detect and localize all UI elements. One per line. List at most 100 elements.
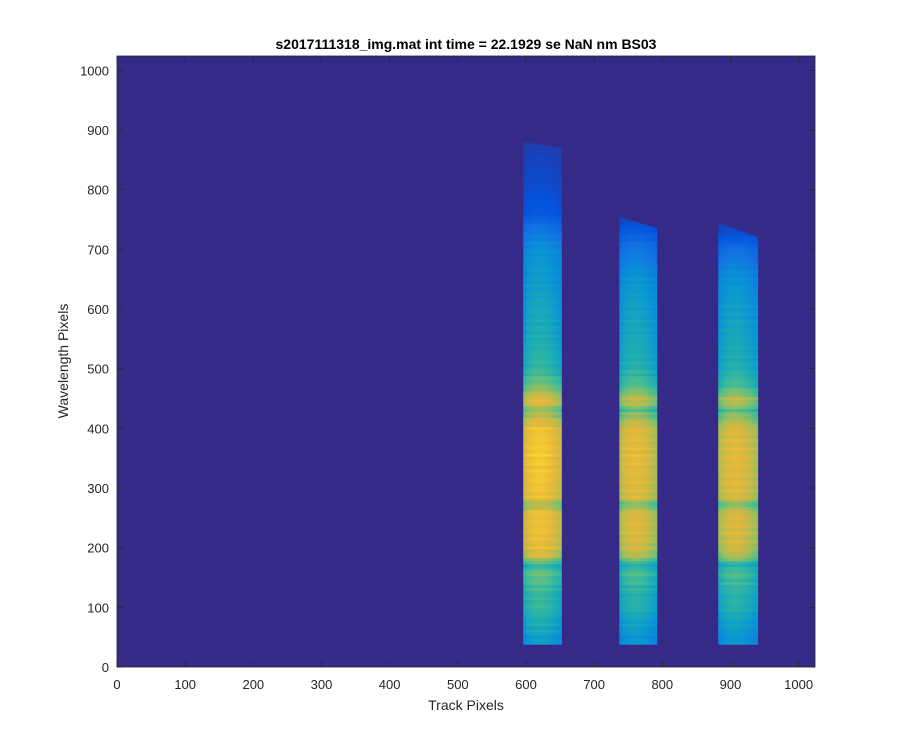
heatmap-cell bbox=[536, 441, 541, 445]
heatmap-cell bbox=[654, 492, 658, 496]
heatmap-cell bbox=[555, 265, 560, 269]
heatmap-cell bbox=[635, 566, 639, 571]
heatmap-cell bbox=[558, 441, 562, 445]
heatmap-cell bbox=[622, 492, 626, 496]
heatmap-cell bbox=[534, 247, 538, 251]
heatmap-cell bbox=[542, 560, 546, 565]
heatmap-cell bbox=[525, 143, 530, 147]
heatmap-cell bbox=[630, 316, 634, 320]
heatmap-cell bbox=[723, 238, 728, 242]
heatmap-cell bbox=[525, 217, 530, 222]
heatmap-cell bbox=[718, 638, 722, 642]
heatmap-cell bbox=[619, 301, 623, 305]
heatmap-cell bbox=[646, 372, 650, 377]
heatmap-cell bbox=[531, 351, 535, 356]
heatmap-cell bbox=[635, 572, 639, 577]
heatmap-cell bbox=[528, 202, 532, 207]
heatmap-cell bbox=[643, 363, 647, 368]
heatmap-cell bbox=[547, 432, 551, 436]
heatmap-cell bbox=[619, 411, 623, 415]
heatmap-cell bbox=[525, 450, 530, 454]
heatmap-cell bbox=[547, 513, 551, 517]
heatmap-cell bbox=[545, 149, 549, 153]
heatmap-cell bbox=[547, 620, 551, 624]
heatmap-cell bbox=[553, 602, 557, 606]
heatmap-cell bbox=[547, 414, 551, 418]
heatmap-cell bbox=[534, 164, 538, 168]
heatmap-cell bbox=[646, 584, 650, 589]
heatmap-cell bbox=[555, 220, 560, 225]
heatmap-cell bbox=[638, 384, 642, 389]
heatmap-cell bbox=[523, 193, 527, 198]
heatmap-cell bbox=[536, 614, 541, 618]
heatmap-cell bbox=[643, 602, 647, 606]
heatmap-cell bbox=[534, 510, 538, 514]
heatmap-cell bbox=[627, 638, 631, 642]
heatmap-cell bbox=[547, 301, 551, 305]
heatmap-cell bbox=[528, 178, 532, 183]
heatmap-cell bbox=[726, 393, 730, 398]
heatmap-cell bbox=[624, 510, 628, 514]
heatmap-cell bbox=[624, 328, 628, 332]
heatmap-cell bbox=[624, 238, 628, 242]
heatmap-cell bbox=[632, 486, 636, 490]
heatmap-cell bbox=[646, 366, 650, 371]
heatmap-cell bbox=[638, 542, 642, 547]
heatmap-cell bbox=[558, 378, 562, 383]
heatmap-cell bbox=[545, 226, 549, 231]
heatmap-cell bbox=[619, 384, 623, 389]
heatmap-cell bbox=[729, 519, 733, 523]
heatmap-cell bbox=[654, 375, 658, 380]
heatmap-cell bbox=[654, 614, 658, 618]
heatmap-cell bbox=[545, 295, 549, 299]
heatmap-cell bbox=[525, 161, 530, 165]
heatmap-cell bbox=[539, 453, 543, 457]
heatmap-cell bbox=[555, 456, 560, 460]
heatmap-cell bbox=[525, 417, 530, 421]
heatmap-cell bbox=[646, 232, 650, 236]
heatmap-cell bbox=[643, 551, 647, 556]
heatmap-cell bbox=[638, 372, 642, 377]
heatmap-cell bbox=[718, 435, 722, 439]
heatmap-cell bbox=[528, 486, 532, 490]
heatmap-cell bbox=[547, 498, 551, 502]
heatmap-cell bbox=[726, 495, 730, 499]
heatmap-cell bbox=[627, 453, 631, 457]
heatmap-cell bbox=[718, 551, 722, 556]
heatmap-cell bbox=[534, 208, 538, 213]
heatmap-cell bbox=[545, 486, 549, 490]
heatmap-cell bbox=[622, 304, 626, 308]
heatmap-cell bbox=[651, 459, 655, 463]
heatmap-cell bbox=[555, 444, 560, 448]
heatmap-cell bbox=[624, 617, 628, 621]
heatmap-cell bbox=[646, 250, 650, 254]
heatmap-cell bbox=[531, 169, 535, 174]
heatmap-cell bbox=[528, 548, 532, 553]
heatmap-cell bbox=[536, 304, 541, 308]
heatmap-cell bbox=[729, 602, 733, 606]
heatmap-cell bbox=[545, 635, 549, 639]
heatmap-cell bbox=[523, 432, 527, 436]
heatmap-cell bbox=[646, 393, 650, 398]
heatmap-cell bbox=[534, 611, 538, 615]
heatmap-cell bbox=[648, 492, 652, 496]
heatmap-cell bbox=[654, 343, 658, 347]
heatmap-cell bbox=[635, 605, 639, 609]
heatmap-cell bbox=[528, 554, 532, 559]
heatmap-cell bbox=[534, 381, 538, 386]
heatmap-cell bbox=[545, 575, 549, 580]
heatmap-cell bbox=[721, 593, 725, 597]
heatmap-cell bbox=[729, 447, 733, 451]
heatmap-cell bbox=[638, 405, 642, 410]
heatmap-cell bbox=[619, 444, 623, 448]
heatmap-cell bbox=[525, 235, 530, 239]
heatmap-cell bbox=[553, 369, 557, 374]
heatmap-cell bbox=[550, 348, 554, 353]
heatmap-cell bbox=[619, 354, 623, 359]
heatmap-cell bbox=[654, 519, 658, 523]
heatmap-cell bbox=[627, 626, 631, 630]
heatmap-cell bbox=[640, 486, 644, 490]
heatmap-cell bbox=[632, 417, 636, 421]
heatmap-cell bbox=[721, 432, 725, 436]
heatmap-cell bbox=[624, 638, 628, 642]
